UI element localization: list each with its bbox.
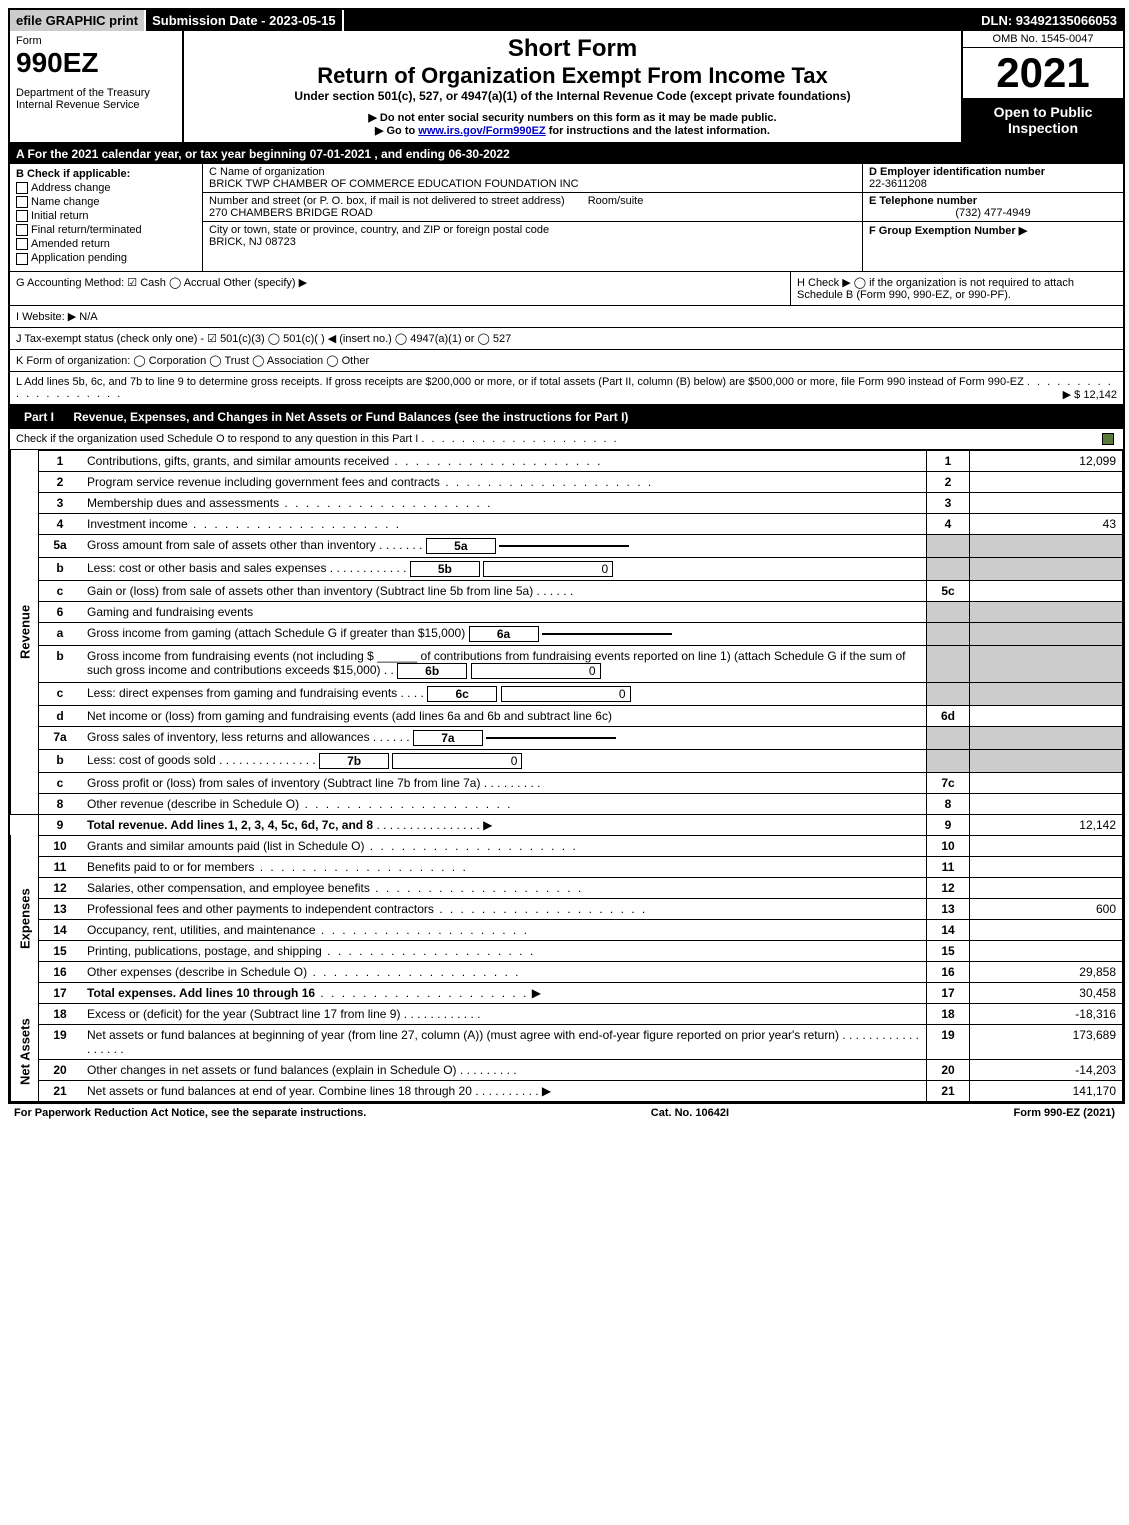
form-number: 990EZ [16, 47, 176, 79]
header-center: Short Form Return of Organization Exempt… [184, 31, 961, 142]
section-d: D Employer identification number 22-3611… [863, 164, 1123, 193]
omb-number: OMB No. 1545-0047 [963, 31, 1123, 48]
revenue-label: Revenue [11, 450, 39, 814]
lines-table: Revenue 1 Contributions, gifts, grants, … [10, 450, 1123, 1102]
checkbox-amended[interactable]: Amended return [16, 238, 196, 250]
irs-link[interactable]: www.irs.gov/Form990EZ [418, 125, 545, 137]
ssn-warning: Do not enter social security numbers on … [188, 111, 957, 124]
part1-title: Revenue, Expenses, and Changes in Net As… [73, 410, 628, 424]
ein-label: D Employer identification number [869, 166, 1117, 178]
footer-center: Cat. No. 10642I [651, 1107, 729, 1119]
open-inspection: Open to Public Inspection [963, 98, 1123, 142]
part1-check: Check if the organization used Schedule … [10, 429, 1123, 450]
org-name: BRICK TWP CHAMBER OF COMMERCE EDUCATION … [209, 178, 856, 190]
goto-suffix: for instructions and the latest informat… [549, 125, 770, 137]
main-title: Return of Organization Exempt From Incom… [188, 63, 957, 89]
city-value: BRICK, NJ 08723 [209, 236, 856, 248]
section-b: B Check if applicable: Address change Na… [10, 164, 203, 271]
dept-label: Department of the Treasury [16, 87, 176, 99]
city-label: City or town, state or province, country… [209, 224, 856, 236]
city-cell: City or town, state or province, country… [203, 222, 862, 250]
form-header: Form 990EZ Department of the Treasury In… [10, 31, 1123, 144]
street-value: 270 CHAMBERS BRIDGE ROAD [209, 207, 856, 219]
irs-label: Internal Revenue Service [16, 99, 176, 111]
subtitle: Under section 501(c), 527, or 4947(a)(1)… [188, 89, 957, 103]
footer-right: Form 990-EZ (2021) [1014, 1107, 1115, 1119]
goto-prefix: Go to [375, 125, 418, 137]
room-label: Room/suite [588, 195, 644, 207]
street-label: Number and street (or P. O. box, if mail… [209, 195, 565, 207]
checkbox-initial[interactable]: Initial return [16, 210, 196, 222]
schedule-o-checkbox[interactable] [1102, 433, 1114, 445]
form-990ez: efile GRAPHIC print Submission Date - 20… [8, 8, 1125, 1104]
right-info: D Employer identification number 22-3611… [862, 164, 1123, 271]
page-footer: For Paperwork Reduction Act Notice, see … [8, 1104, 1121, 1122]
section-k: K Form of organization: ◯ Corporation ◯ … [10, 350, 1123, 372]
section-b-title: B Check if applicable: [16, 168, 196, 180]
efile-label: efile GRAPHIC print [10, 10, 146, 31]
org-name-cell: C Name of organization BRICK TWP CHAMBER… [203, 164, 862, 192]
goto-instruction: Go to www.irs.gov/Form990EZ for instruct… [188, 124, 957, 137]
short-form-title: Short Form [188, 35, 957, 63]
group-exemption-label: F Group Exemption Number ▶ [869, 224, 1117, 237]
tax-year: 2021 [963, 48, 1123, 98]
expenses-label: Expenses [11, 835, 39, 1003]
section-l-text: L Add lines 5b, 6c, and 7b to line 9 to … [16, 376, 1024, 388]
section-c: C Name of organization BRICK TWP CHAMBER… [203, 164, 862, 271]
phone-value: (732) 477-4949 [869, 207, 1117, 219]
top-bar: efile GRAPHIC print Submission Date - 20… [10, 10, 1123, 31]
section-l-amount: ▶ $ 12,142 [1063, 388, 1117, 401]
submission-date: Submission Date - 2023-05-15 [146, 10, 344, 31]
ein-value: 22-3611208 [869, 178, 1117, 190]
section-j: J Tax-exempt status (check only one) - ☑… [10, 328, 1123, 350]
section-h: H Check ▶ ◯ if the organization is not r… [790, 272, 1123, 305]
checkbox-address[interactable]: Address change [16, 182, 196, 194]
dln: DLN: 93492135066053 [975, 10, 1123, 31]
phone-label: E Telephone number [869, 195, 1117, 207]
part1-header: Part I Revenue, Expenses, and Changes in… [10, 405, 1123, 429]
section-g: G Accounting Method: ☑ Cash ◯ Accrual Ot… [10, 272, 790, 305]
checkbox-final[interactable]: Final return/terminated [16, 224, 196, 236]
section-f: F Group Exemption Number ▶ [863, 222, 1123, 239]
section-a: A For the 2021 calendar year, or tax yea… [10, 144, 1123, 164]
checkbox-pending[interactable]: Application pending [16, 252, 196, 264]
header-right: OMB No. 1545-0047 2021 Open to Public In… [961, 31, 1123, 142]
footer-left: For Paperwork Reduction Act Notice, see … [14, 1107, 366, 1119]
street-cell: Number and street (or P. O. box, if mail… [203, 193, 862, 221]
checkbox-name[interactable]: Name change [16, 196, 196, 208]
form-label: Form [16, 35, 176, 47]
part1-label: Part I [16, 408, 62, 426]
netassets-label: Net Assets [11, 1003, 39, 1101]
section-l: L Add lines 5b, 6c, and 7b to line 9 to … [10, 372, 1123, 405]
info-block: B Check if applicable: Address change Na… [10, 164, 1123, 272]
section-c-label: C Name of organization [209, 166, 856, 178]
header-left: Form 990EZ Department of the Treasury In… [10, 31, 184, 142]
section-e: E Telephone number (732) 477-4949 [863, 193, 1123, 222]
g-h-row: G Accounting Method: ☑ Cash ◯ Accrual Ot… [10, 272, 1123, 306]
section-i: I Website: ▶ N/A [10, 306, 1123, 328]
